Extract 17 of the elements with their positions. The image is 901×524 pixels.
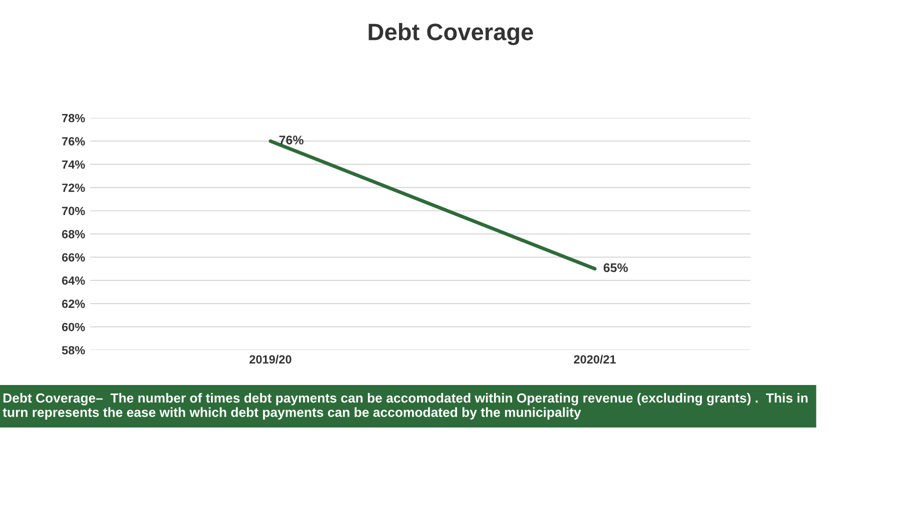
y-tick-label: 58% (62, 346, 85, 354)
y-tick-label: 66% (62, 253, 85, 262)
y-tick-label: 68% (62, 230, 85, 238)
y-tick-label: 72% (62, 184, 85, 192)
text: Debt Coverage– The number of times debt payments can be accomodated within Operating revenue (excluding grants) . This in turn represents the ease with which debt payments can be accomodated by the municipality (2, 393, 808, 420)
chart-title: Debt Coverage (368, 23, 534, 46)
y-tick-label: 74% (62, 160, 85, 169)
y-tick-label: 64% (62, 276, 85, 285)
x-tick-label: 2020/21 (574, 354, 616, 364)
y-tick-label: 62% (62, 300, 85, 308)
y-tick-label: 76% (62, 137, 85, 146)
x-tick-label: 2019/20 (250, 354, 292, 364)
data-label: 76% (279, 136, 304, 144)
y-tick-label: 70% (62, 206, 85, 216)
y-tick-label: 78% (62, 114, 85, 122)
data-label: 65% (604, 263, 628, 272)
y-tick-label: 60% (62, 322, 85, 332)
